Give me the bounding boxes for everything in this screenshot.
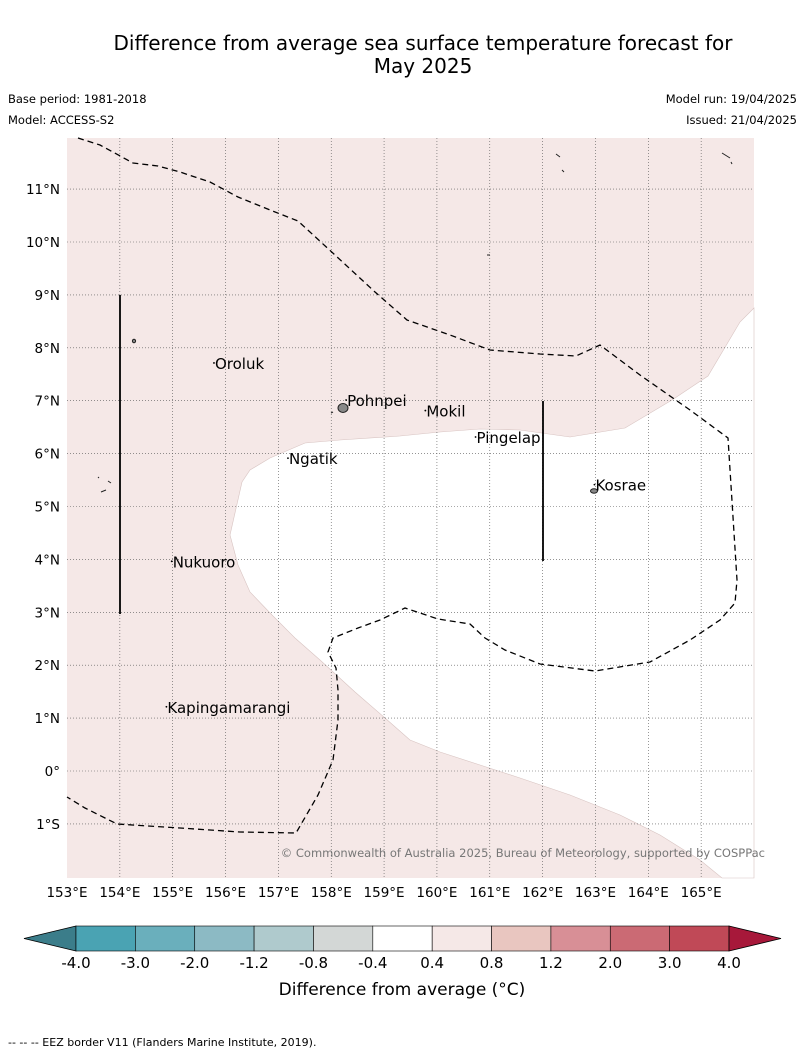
model-name: Model: ACCESS-S2 [8,113,115,127]
longitude-tick-label: 160°E [416,885,457,901]
colorbar-tick-label: -2.0 [180,954,209,972]
colorbar-segment [75,925,136,952]
colorbar-segment [609,925,670,952]
place-marker [213,362,215,364]
place-labels: Oroluk Pohnpei Mokil Pingelap Ngatik Kosrae Nu… [165,355,646,717]
atoll-north-2 [721,152,733,165]
colorbar-segment [253,925,314,952]
colorbar-extend-high [728,925,782,952]
place-marker [287,457,289,460]
colorbar-tick-label: 4.0 [717,954,741,972]
colorbar-tick-label: -1.2 [239,954,268,972]
longitude-tick-label: 155°E [152,885,193,901]
graticule [67,138,754,878]
colorbar-tick-label: -3.0 [121,954,150,972]
model-run: Model run: 19/04/2025 [665,92,797,106]
place-marker [474,436,477,438]
colorbar-segment [135,925,196,952]
latitude-tick-label: 4°N [35,552,60,568]
atoll-pohnpei-west [330,411,334,414]
latitude-tick-label: 3°N [35,605,60,621]
place-marker [165,705,168,708]
reference-lines [119,295,544,614]
copyright-notice: © Commonwealth of Australia 2025, Bureau… [281,846,765,860]
colorbar-segment [431,925,492,952]
place-marker [424,409,427,412]
longitude-tick-label: 164°E [628,885,669,901]
latitude-tick-label: 10°N [26,235,60,251]
place-label: Ngatik [289,450,338,468]
longitude-tick-label: 163°E [575,885,616,901]
title-line-1: Difference from average sea surface temp… [113,31,733,55]
longitude-tick-label: 157°E [258,885,299,901]
colorbar-segment [313,925,374,952]
pohnpei-island [337,403,349,413]
colorbar-segment [491,925,552,952]
longitude-ticks: 153°E 154°E 155°E 156°E 157°E 158°E 159°E 160°E… [46,885,721,901]
latitude-tick-label: 1°S [36,817,60,833]
longitude-tick-label: 161°E [469,885,510,901]
base-period: Base period: 1981-2018 [8,92,147,106]
place-marker [593,483,596,486]
colorbar-title: Difference from average (°C) [278,980,526,1000]
issued-date: Issued: 21/04/2025 [686,113,797,127]
colorbar-segment [194,925,255,952]
place-label: Pohnpei [347,392,407,410]
place-label: Kosrae [595,477,646,495]
map-title: Difference from average sea surface temp… [0,32,804,78]
place-label: Mokil [426,403,465,421]
colorbar-tick-label: -0.4 [358,954,387,972]
title-line-2: May 2025 [373,54,473,78]
latitude-tick-label: 6°N [35,447,60,463]
colorbar-tick-label: 0.8 [480,954,504,972]
kosrae-island [590,488,598,494]
longitude-tick-label: 154°E [99,885,140,901]
longitude-tick-label: 153°E [46,885,87,901]
colorbar-extend-low [23,925,77,952]
latitude-tick-label: 8°N [35,341,60,357]
place-marker [345,399,347,401]
latitude-tick-label: 9°N [35,288,60,304]
colorbar-tick-label: 3.0 [658,954,682,972]
colorbar-segment [669,925,730,952]
longitude-tick-label: 162°E [522,885,563,901]
place-marker [170,560,173,563]
longitude-tick-label: 156°E [205,885,246,901]
latitude-tick-label: 11°N [26,182,60,198]
atoll-north-1 [555,153,565,173]
latitude-tick-label: 1°N [35,711,60,727]
latitude-tick-label: 7°N [35,394,60,410]
colorbar-tick-label: 1.2 [539,954,563,972]
colorbar-tick-label: 2.0 [598,954,622,972]
longitude-tick-label: 159°E [364,885,405,901]
place-label: Oroluk [215,355,264,373]
latitude-ticks: 11°N 10°N 9°N 8°N 7°N 6°N 5°N 4°N 3°N 2°N 1°N 0° 1°S [26,182,60,833]
longitude-tick-label: 158°E [311,885,352,901]
place-label: Nukuoro [173,553,236,571]
latitude-tick-label: 2°N [35,658,60,674]
colorbar-segment [372,925,433,952]
colorbar: -4.0 -3.0 -2.0 -1.2 -0.8 -0.4 0.4 0.8 1.2 2.0 3.0 4… [23,925,782,972]
latitude-tick-label: 0° [45,764,60,780]
islands [97,152,733,494]
colorbar-tick-label: -0.8 [299,954,328,972]
atoll-west [131,338,137,344]
atoll-west-2 [97,476,112,493]
place-label: Kapingamarangi [167,699,290,717]
neutral-anomaly-region [229,307,755,879]
colorbar-segment [550,925,611,952]
latitude-tick-label: 5°N [35,500,60,516]
colorbar-tick-label: 0.4 [420,954,444,972]
longitude-tick-label: 165°E [681,885,722,901]
colorbar-tick-label: -4.0 [61,954,90,972]
eez-footnote: -- -- -- EEZ border V11 (Flanders Marine… [8,1036,317,1049]
place-label: Pingelap [477,429,541,447]
